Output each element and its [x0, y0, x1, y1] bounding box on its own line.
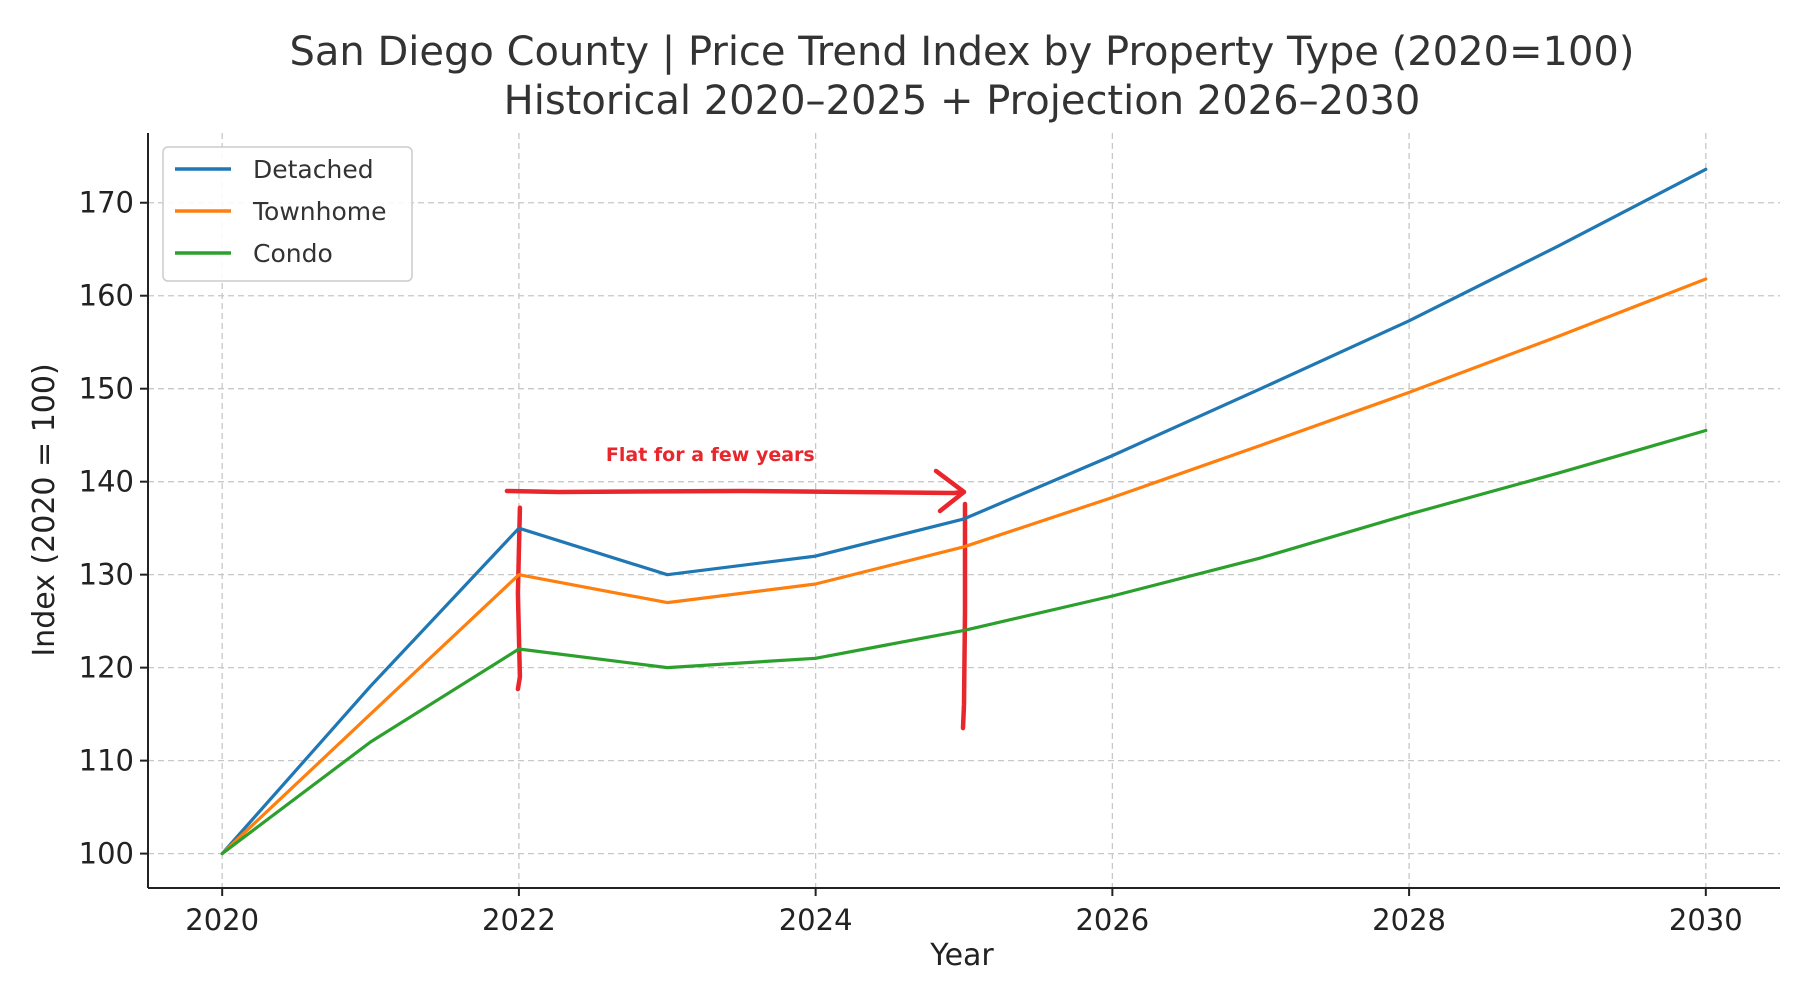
legend-label: Townhome [252, 197, 386, 226]
y-tick-label: 160 [79, 279, 134, 313]
series-line-condo [220, 428, 1708, 856]
chart-title-line-1: San Diego County | Price Trend Index by … [290, 29, 1635, 75]
y-tick-label: 150 [79, 372, 134, 406]
y-tick-label: 170 [79, 186, 134, 220]
legend-item-townhome: Townhome [175, 197, 386, 226]
annotation-arrow-head [933, 468, 967, 514]
x-tick-label: 2028 [1372, 903, 1446, 937]
x-tick-label: 2020 [185, 903, 259, 937]
y-tick-label: 110 [79, 744, 134, 778]
legend-box [162, 146, 413, 282]
series-lines [220, 167, 1708, 856]
y-tick-label: 130 [79, 558, 134, 592]
annotation-flat-period: Flat for a few years [504, 444, 968, 731]
chart-title-line-2: Historical 2020–2025 + Projection 2026–2… [504, 78, 1421, 124]
annotation-start-marker [515, 505, 523, 692]
legend-label: Condo [253, 239, 333, 268]
y-tick-label: 100 [79, 837, 134, 871]
x-tick-label: 2024 [779, 903, 853, 937]
legend-item-condo: Condo [175, 239, 333, 268]
x-axis-label: Year [929, 938, 994, 973]
legend: Detached Townhome Condo [162, 146, 413, 282]
legend-label: Detached [253, 155, 374, 184]
y-axis-label: Index (2020 = 100) [27, 363, 62, 656]
y-tick-label: 140 [79, 465, 134, 499]
y-tick-label: 120 [79, 651, 134, 685]
x-tick-label: 2026 [1075, 903, 1149, 937]
x-tick-label: 2030 [1669, 903, 1743, 937]
axes: 2020 2022 2024 2026 2028 2030 100 110 120 130 140 1… [79, 133, 1780, 937]
annotation: Flat for a few years [504, 444, 968, 731]
annotation-end-marker [960, 501, 968, 731]
annotation-text: Flat for a few years [606, 444, 815, 466]
series-line-detached [220, 167, 1708, 856]
annotation-arrow-shaft [504, 488, 965, 496]
x-tick-label: 2022 [482, 903, 556, 937]
series-line-townhome [220, 277, 1708, 856]
legend-item-detached: Detached [175, 155, 374, 184]
